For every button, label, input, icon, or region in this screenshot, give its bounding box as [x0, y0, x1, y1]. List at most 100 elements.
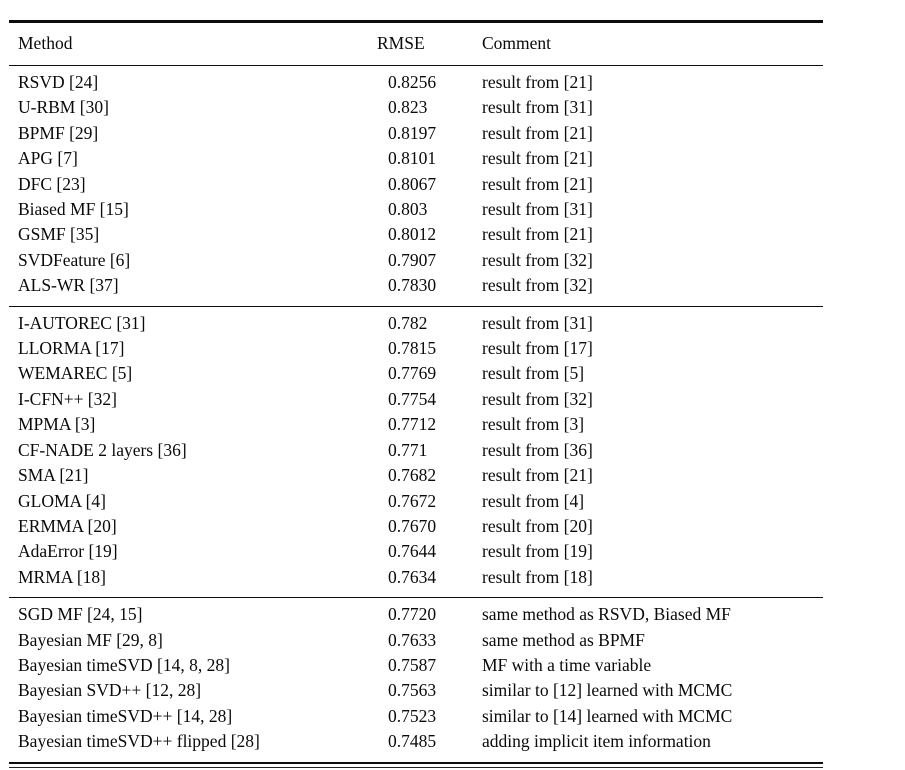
- rmse-cell: 0.8101: [388, 148, 437, 169]
- method-cell: SVDFeature [6]: [18, 249, 131, 270]
- method-cell: AdaError [19]: [18, 541, 118, 562]
- table-row: APG [7] 0.8101 result from [21]: [9, 146, 823, 171]
- table-row: ALS-WR [37] 0.7830 result from [32]: [9, 273, 823, 306]
- method-cell: Bayesian timeSVD++ [14, 28]: [18, 705, 233, 726]
- table-row: U-RBM [30] 0.823 result from [31]: [9, 95, 823, 120]
- table-row: GLOMA [4] 0.7672 result from [4]: [9, 489, 823, 514]
- rmse-cell: 0.7720: [388, 604, 437, 625]
- comment-cell: result from [21]: [482, 173, 593, 194]
- method-cell: ALS-WR [37]: [18, 275, 119, 296]
- method-cell: GLOMA [4]: [18, 490, 106, 511]
- rmse-cell: 0.7563: [388, 680, 437, 701]
- comment-cell: adding implicit item information: [482, 731, 711, 752]
- method-cell: MRMA [18]: [18, 566, 106, 587]
- table-row: SMA [21] 0.7682 result from [21]: [9, 463, 823, 488]
- column-header-comment: Comment: [482, 21, 823, 66]
- comment-cell: result from [21]: [482, 224, 593, 245]
- rmse-cell: 0.8197: [388, 122, 437, 143]
- comment-cell: result from [20]: [482, 515, 593, 536]
- method-cell: BPMF [29]: [18, 122, 99, 143]
- table-row: I-AUTOREC [31] 0.782 result from [31]: [9, 306, 823, 336]
- table-row: SVDFeature [6] 0.7907 result from [32]: [9, 248, 823, 273]
- method-cell: I-CFN++ [32]: [18, 388, 117, 409]
- comment-cell: result from [21]: [482, 122, 593, 143]
- method-cell: SMA [21]: [18, 465, 89, 486]
- rmse-cell: 0.7712: [388, 414, 437, 435]
- rmse-cell: 0.7634: [388, 566, 437, 587]
- table-row: DFC [23] 0.8067 result from [21]: [9, 172, 823, 197]
- comment-cell: MF with a time variable: [482, 654, 652, 675]
- table-row: BPMF [29] 0.8197 result from [21]: [9, 121, 823, 146]
- method-cell: U-RBM [30]: [18, 97, 109, 118]
- rmse-cell: 0.823: [388, 97, 428, 118]
- comment-cell: result from [31]: [482, 97, 593, 118]
- rmse-cell: 0.8067: [388, 173, 437, 194]
- table-row: Biased MF [15] 0.803 result from [31]: [9, 197, 823, 222]
- table-row: Bayesian timeSVD [14, 8, 28] 0.7587 MF wit…: [9, 653, 823, 678]
- rmse-cell: 0.8256: [388, 72, 437, 92]
- rmse-cell: 0.8012: [388, 224, 437, 245]
- rmse-cell: 0.7672: [388, 490, 437, 511]
- rmse-cell: 0.7633: [388, 629, 437, 650]
- method-cell: CF-NADE 2 layers [36]: [18, 439, 187, 460]
- rmse-cell: 0.7754: [388, 388, 437, 409]
- rmse-cell: 0.7769: [388, 363, 437, 384]
- comment-cell: similar to [12] learned with MCMC: [482, 680, 733, 701]
- comment-cell: same method as BPMF: [482, 629, 645, 650]
- comment-cell: result from [21]: [482, 72, 593, 92]
- comment-cell: result from [36]: [482, 439, 593, 460]
- rmse-cell: 0.782: [388, 312, 428, 333]
- method-cell: Bayesian MF [29, 8]: [18, 629, 163, 650]
- table-row: ERMMA [20] 0.7670 result from [20]: [9, 514, 823, 539]
- method-cell: I-AUTOREC [31]: [18, 312, 146, 333]
- table-row: MRMA [18] 0.7634 result from [18]: [9, 565, 823, 598]
- table-row: CF-NADE 2 layers [36] 0.771 result from [3…: [9, 438, 823, 463]
- table-row: Bayesian SVD++ [12, 28] 0.7563 similar to …: [9, 678, 823, 703]
- method-cell: DFC [23]: [18, 173, 86, 194]
- comment-cell: same method as RSVD, Biased MF: [482, 604, 731, 625]
- rmse-cell: 0.771: [388, 439, 428, 460]
- column-header-method: Method: [9, 21, 377, 66]
- rmse-cell: 0.7682: [388, 465, 437, 486]
- table-row: Bayesian timeSVD++ [14, 28] 0.7523 similar…: [9, 704, 823, 729]
- comment-cell: similar to [14] learned with MCMC: [482, 705, 733, 726]
- method-cell: APG [7]: [18, 148, 78, 169]
- comment-cell: result from [3]: [482, 414, 585, 435]
- comment-cell: result from [4]: [482, 490, 585, 511]
- table-row: SGD MF [24, 15] 0.7720 same method as RSVD…: [9, 598, 823, 628]
- method-cell: Bayesian timeSVD [14, 8, 28]: [18, 654, 230, 675]
- table-row: I-CFN++ [32] 0.7754 result from [32]: [9, 387, 823, 412]
- rmse-cell: 0.7670: [388, 515, 437, 536]
- comment-cell: result from [21]: [482, 148, 593, 169]
- comment-cell: result from [19]: [482, 541, 593, 562]
- table-row: AdaError [19] 0.7644 result from [19]: [9, 539, 823, 564]
- comment-cell: result from [18]: [482, 566, 593, 587]
- table-row: LLORMA [17] 0.7815 result from [17]: [9, 336, 823, 361]
- comment-cell: result from [32]: [482, 249, 593, 270]
- comment-cell: result from [32]: [482, 275, 593, 296]
- method-cell: LLORMA [17]: [18, 338, 125, 359]
- table-group-2: I-AUTOREC [31] 0.782 result from [31] LLORM…: [9, 306, 823, 597]
- method-cell: Biased MF [15]: [18, 199, 129, 220]
- rmse-cell: 0.7485: [388, 731, 437, 752]
- table-row: Bayesian MF [29, 8] 0.7633 same method as …: [9, 628, 823, 653]
- rmse-cell: 0.7830: [388, 275, 437, 296]
- comment-cell: result from [31]: [482, 199, 593, 220]
- method-cell: WEMAREC [5]: [18, 363, 133, 384]
- rmse-cell: 0.7523: [388, 705, 437, 726]
- method-cell: ERMMA [20]: [18, 515, 117, 536]
- rmse-cell: 0.803: [388, 199, 428, 220]
- results-table: Method RMSE Comment RSVD [24] 0.8256 resul…: [9, 20, 823, 764]
- method-cell: Bayesian SVD++ [12, 28]: [18, 680, 202, 701]
- method-cell: RSVD [24]: [18, 72, 99, 92]
- method-cell: GSMF [35]: [18, 224, 100, 245]
- rmse-cell: 0.7815: [388, 338, 437, 359]
- method-cell: SGD MF [24, 15]: [18, 604, 143, 625]
- table-row: Bayesian timeSVD++ flipped [28] 0.7485 add…: [9, 729, 823, 762]
- table-row: GSMF [35] 0.8012 result from [21]: [9, 222, 823, 247]
- table-group-3: SGD MF [24, 15] 0.7720 same method as RSVD…: [9, 597, 823, 763]
- column-header-rmse: RMSE: [377, 21, 482, 66]
- rmse-cell: 0.7587: [388, 654, 437, 675]
- comment-cell: result from [32]: [482, 388, 593, 409]
